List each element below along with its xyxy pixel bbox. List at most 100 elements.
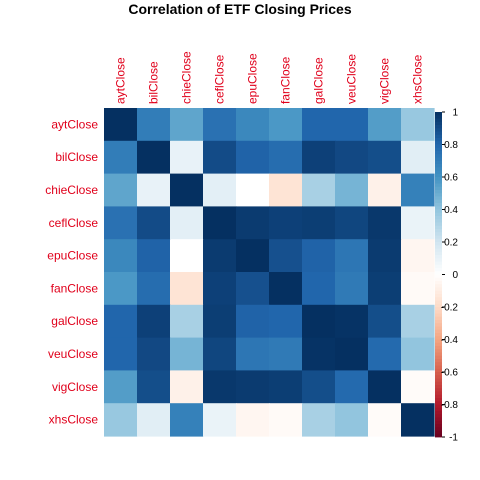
colorbar-segment	[435, 424, 442, 428]
col-label-veuClose: veuClose	[345, 54, 359, 104]
colorbar-segment	[435, 203, 442, 207]
colorbar-segment	[435, 362, 442, 366]
colorbar-segment	[435, 329, 442, 334]
heatmap-cell-bilClose-bilClose	[137, 140, 171, 175]
colorbar-tick-label: 0.2	[444, 238, 458, 249]
colorbar-segment	[435, 160, 442, 165]
heatmap-cell-fanClose-chieClose	[170, 272, 204, 306]
heatmap-cell-ceflClose-veuClose	[335, 206, 369, 240]
heatmap-cell-veuClose-galClose	[302, 337, 336, 371]
heatmap-cell-bilClose-galClose	[302, 140, 336, 175]
colorbar-segment	[435, 326, 442, 331]
colorbar-segment	[435, 186, 442, 191]
heatmap-cell-chieClose-veuClose	[335, 173, 369, 207]
colorbar-segment	[435, 300, 442, 305]
colorbar-segment	[435, 378, 442, 383]
colorbar-segment	[435, 316, 442, 321]
heatmap-cell-bilClose-veuClose	[335, 140, 369, 175]
heatmap-cell-bilClose-epuClose	[236, 140, 270, 175]
col-label-fanClose: fanClose	[279, 56, 293, 104]
heatmap-cell-epuClose-vigClose	[368, 239, 402, 273]
heatmap-cell-xhsClose-epuClose	[236, 403, 270, 437]
row-label-chieClose: chieClose	[45, 183, 98, 197]
colorbar-segment	[435, 225, 442, 230]
colorbar-segment	[435, 141, 442, 145]
heatmap-cell-galClose-aytClose	[104, 304, 138, 339]
colorbar-segment	[435, 229, 442, 233]
heatmap-cell-fanClose-veuClose	[335, 272, 369, 306]
colorbar-segment	[435, 206, 442, 210]
heatmap-cell-epuClose-chieClose	[170, 239, 204, 273]
colorbar-segment	[435, 222, 442, 227]
colorbar-segment	[435, 167, 442, 171]
colorbar-segment	[435, 277, 442, 282]
colorbar-segment	[435, 219, 442, 223]
colorbar-segment	[435, 368, 442, 373]
heatmap-cell-fanClose-vigClose	[368, 272, 402, 306]
heatmap-cell-veuClose-epuClose	[236, 337, 270, 371]
colorbar-segment	[435, 281, 442, 285]
colorbar-segment	[435, 359, 442, 363]
chart-title: Correlation of ETF Closing Prices	[128, 1, 352, 17]
colorbar-segment	[435, 385, 442, 389]
heatmap-cell-ceflClose-ceflClose	[203, 206, 237, 240]
col-label-vigClose: vigClose	[378, 58, 392, 104]
colorbar-tick-label: -0.4	[441, 335, 459, 346]
colorbar-segment	[435, 411, 442, 415]
colorbar-segment	[435, 349, 442, 353]
colorbar-segment	[435, 417, 442, 422]
colorbar-segment	[435, 391, 442, 396]
colorbar-segment	[435, 264, 442, 269]
heatmap-cell-ceflClose-vigClose	[368, 206, 402, 240]
heatmap-cell-bilClose-chieClose	[170, 140, 204, 175]
col-label-galClose: galClose	[312, 57, 326, 104]
heatmap-cell-bilClose-xhsClose	[401, 140, 435, 175]
heatmap-cell-xhsClose-fanClose	[269, 403, 303, 437]
heatmap-cell-xhsClose-xhsClose	[401, 403, 435, 437]
row-label-ceflClose: ceflClose	[49, 216, 99, 230]
row-label-bilClose: bilClose	[55, 150, 98, 164]
heatmap-cell-galClose-veuClose	[335, 304, 369, 339]
heatmap-cell-vigClose-chieClose	[170, 370, 204, 404]
colorbar-segment	[435, 112, 442, 116]
heatmap-cell-chieClose-aytClose	[104, 173, 138, 207]
colorbar-segment	[435, 303, 442, 308]
colorbar-segment	[435, 245, 442, 249]
heatmap-cell-veuClose-aytClose	[104, 337, 138, 371]
heatmap-cell-galClose-epuClose	[236, 304, 270, 339]
row-label-galClose: galClose	[51, 314, 98, 328]
colorbar-segment	[435, 242, 442, 246]
colorbar-segment	[435, 323, 442, 327]
row-label-xhsClose: xhsClose	[49, 413, 99, 427]
heatmap-cell-vigClose-aytClose	[104, 370, 138, 404]
heatmap-cell-fanClose-fanClose	[269, 272, 303, 306]
colorbar-segment	[435, 310, 442, 314]
heatmap-cell-fanClose-galClose	[302, 272, 336, 306]
heatmap-cell-bilClose-fanClose	[269, 140, 303, 175]
colorbar-segment	[435, 190, 442, 194]
heatmap-cell-veuClose-xhsClose	[401, 337, 435, 371]
colorbar-segment	[435, 193, 442, 197]
colorbar-segment	[435, 180, 442, 184]
colorbar-segment	[435, 157, 442, 162]
colorbar-segment	[435, 151, 442, 155]
colorbar-segment	[435, 199, 442, 204]
heatmap-cell-xhsClose-galClose	[302, 403, 336, 437]
heatmap-cell-galClose-galClose	[302, 304, 336, 339]
heatmap-cell-ceflClose-galClose	[302, 206, 336, 240]
col-label-chieClose: chieClose	[180, 51, 194, 104]
heatmap-cell-ceflClose-bilClose	[137, 206, 171, 240]
colorbar-segment	[435, 173, 442, 178]
heatmap-cell-vigClose-fanClose	[269, 370, 303, 404]
col-label-xhsClose: xhsClose	[411, 54, 425, 104]
colorbar-segment	[435, 144, 442, 149]
heatmap-cell-chieClose-bilClose	[137, 173, 171, 207]
colorbar-segment	[435, 355, 442, 360]
colorbar-segment	[435, 268, 442, 272]
colorbar-segment	[435, 346, 442, 350]
heatmap-cell-epuClose-ceflClose	[203, 239, 237, 273]
heatmap-cell-aytClose-galClose	[302, 108, 336, 142]
row-label-veuClose: veuClose	[48, 347, 98, 361]
colorbar-tick-label: 0.8	[444, 140, 458, 151]
heatmap-cell-xhsClose-chieClose	[170, 403, 204, 437]
